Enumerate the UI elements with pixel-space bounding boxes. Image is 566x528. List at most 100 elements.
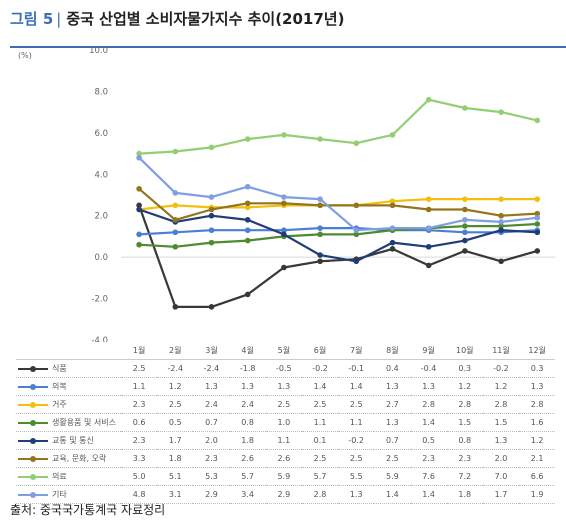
data-point [462,223,468,229]
value-cell: 5.7 [301,467,339,486]
data-point [281,227,287,234]
table-row: 기타 4.8 3.1 2.9 3.4 2.9 2.8 1.3 1.4 1.4 1.8 1.7 1.9 [16,485,556,504]
legend-swatch [18,419,48,427]
table-header-row: 1월 2월 3월 4월 5월 6월 7월 8월 9월 10월 11월 12월 [16,342,556,360]
data-point [425,243,432,250]
series-name: 거주 [52,400,67,409]
data-point [425,206,432,213]
series-5 [136,206,541,265]
value-cell: -0.1 [338,359,375,378]
data-point [317,136,323,142]
value-cell: 1.3 [338,485,375,504]
data-point [462,196,468,202]
legend-swatch [18,473,48,481]
value-cell: 1.2 [482,377,520,396]
data-point [244,217,251,223]
table-row: 의료 5.0 5.1 5.3 5.7 5.9 5.7 5.5 5.9 7.6 7.2 7.0 6.6 [16,467,556,486]
series-8 [136,154,541,234]
data-point [208,206,215,213]
data-point [317,258,323,265]
legend-cell: 의복 [16,377,121,396]
series-name: 교육, 문화, 오락 [52,454,107,463]
value-cell: 1.7 [157,431,194,450]
value-cell: 1.4 [410,413,447,432]
value-cell: 3.3 [121,449,158,468]
value-cell: 2.6 [265,449,302,468]
series-line [138,187,538,221]
data-point [353,231,360,238]
legend-cell: 교통 및 통신 [16,431,121,450]
value-cell: 2.6 [229,449,266,468]
figure-header: 그림 5 | 중국 산업별 소비자물가지수 추이(2017년) [10,8,566,48]
data-point [462,237,468,244]
value-cell: 5.0 [121,467,158,486]
table-row: 교육, 문화, 오락 3.3 1.8 2.3 2.6 2.6 2.5 2.5 2.5 2.3 2.3… [16,449,556,468]
value-cell: 2.5 [301,449,339,468]
data-point [208,239,215,246]
data-point [244,200,251,207]
data-point [498,227,504,234]
data-point [172,190,179,196]
value-cell: 2.3 [410,449,447,468]
data-table: 1월 2월 3월 4월 5월 6월 7월 8월 9월 10월 11월 12월 식품 2.5 -2.4 -2.… [16,342,556,504]
value-cell: 5.9 [265,467,302,486]
data-point [281,194,287,200]
value-cell: 2.3 [121,431,158,450]
value-cell: 2.3 [446,449,483,468]
legend-swatch [18,401,48,409]
data-point [244,291,251,298]
data-point [136,241,142,248]
value-cell: 2.8 [482,395,520,414]
value-cell: 2.4 [229,395,266,414]
month-header: 7월 [338,342,375,360]
data-point [244,183,251,190]
series-name: 의료 [52,472,67,481]
data-point [208,194,215,200]
value-cell: 2.5 [265,395,302,414]
value-cell: -0.2 [301,359,339,378]
data-point [353,202,360,209]
value-cell: 0.8 [229,413,266,432]
value-cell: 5.5 [338,467,375,486]
value-cell: 2.5 [374,449,411,468]
data-point [136,150,142,157]
data-point [425,225,432,231]
series-line [139,98,538,155]
table-row: 식품 2.5 -2.4 -2.4 -1.8 -0.5 -0.2 -0.1 0.4 -0.4 0.3-… [16,359,556,378]
data-point [534,196,541,202]
series-name: 기타 [52,490,67,499]
line-chart: (%) 10.0 8.0 6.0 4.0 2.0 0.0 -2.0 -4.0 [18,46,556,342]
value-cell: 5.1 [157,467,194,486]
value-cell: 0.6 [121,413,158,432]
legend-swatch [18,455,48,463]
data-point [462,206,468,213]
value-cell: 2.5 [338,395,375,414]
value-cell: 1.1 [121,377,158,396]
data-point [534,117,541,124]
y-tick-label: 0.0 [94,253,108,263]
value-cell: -0.4 [410,359,447,378]
value-cell: 2.4 [193,395,230,414]
y-tick-label: 10.0 [89,46,108,56]
value-cell: 1.0 [265,413,302,432]
data-point [317,196,323,202]
series-line [139,222,538,248]
data-point [462,229,468,236]
data-point [172,243,179,250]
value-cell: 1.1 [301,413,339,432]
value-cell: 0.3 [446,359,483,378]
legend-swatch [18,365,48,373]
value-cell: -0.2 [338,431,375,450]
series-line [139,227,538,236]
value-cell: 2.8 [446,395,483,414]
data-point [389,202,396,209]
value-cell: 0.3 [519,359,556,378]
value-cell: 1.3 [374,377,411,396]
data-point [172,202,179,209]
value-cell: 1.1 [338,413,375,432]
data-point [498,258,504,265]
data-point [498,219,504,225]
data-point [462,105,468,111]
series-name: 의복 [52,382,67,391]
table-row: 교통 및 통신 2.3 1.7 2.0 1.8 1.1 0.1 -0.2 0.7 0.5 0.8 1.… [16,431,556,450]
